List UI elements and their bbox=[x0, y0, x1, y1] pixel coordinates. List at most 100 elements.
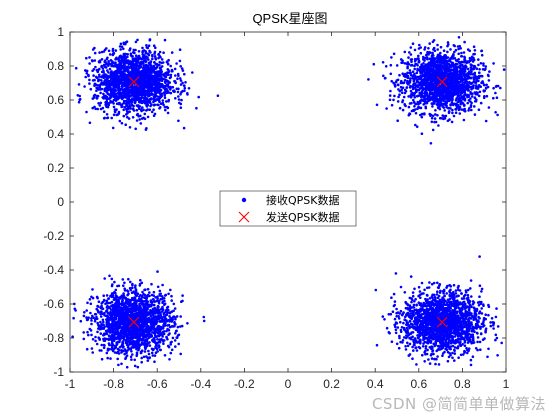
received-point bbox=[156, 308, 160, 312]
received-point bbox=[446, 41, 450, 44]
received-point bbox=[409, 85, 412, 88]
received-point bbox=[147, 349, 150, 353]
received-point bbox=[389, 89, 392, 93]
received-point bbox=[111, 126, 115, 130]
received-point bbox=[124, 123, 127, 126]
received-point bbox=[436, 74, 440, 78]
received-point bbox=[431, 83, 434, 87]
received-point bbox=[463, 103, 466, 107]
received-point bbox=[127, 102, 131, 105]
received-point bbox=[148, 38, 152, 41]
received-point bbox=[148, 63, 152, 66]
received-point bbox=[393, 83, 397, 86]
received-point bbox=[116, 78, 120, 81]
received-point bbox=[451, 98, 454, 102]
received-point bbox=[424, 85, 428, 88]
received-point bbox=[466, 67, 470, 71]
received-point bbox=[102, 294, 105, 298]
received-point bbox=[409, 71, 413, 75]
received-point bbox=[141, 53, 144, 56]
received-point bbox=[103, 59, 107, 62]
received-point bbox=[90, 322, 93, 326]
received-point bbox=[132, 48, 136, 52]
received-point bbox=[467, 99, 471, 102]
received-point bbox=[473, 113, 477, 116]
received-point bbox=[121, 278, 125, 281]
received-point bbox=[466, 94, 469, 98]
received-point bbox=[129, 74, 132, 77]
received-point bbox=[143, 324, 146, 328]
received-point bbox=[461, 85, 464, 89]
received-point bbox=[79, 319, 83, 323]
received-point bbox=[116, 347, 120, 351]
received-point bbox=[82, 337, 86, 341]
received-point bbox=[133, 286, 137, 289]
received-point bbox=[465, 65, 468, 69]
received-point bbox=[443, 97, 447, 101]
received-point bbox=[434, 109, 437, 112]
received-point bbox=[412, 79, 416, 83]
received-point bbox=[425, 64, 428, 67]
received-point bbox=[177, 119, 180, 123]
received-point bbox=[122, 78, 126, 82]
received-point bbox=[436, 56, 439, 60]
received-point bbox=[93, 46, 96, 50]
received-point bbox=[408, 51, 411, 54]
received-point bbox=[443, 109, 447, 112]
received-point bbox=[99, 310, 102, 314]
received-point bbox=[136, 292, 140, 296]
received-point bbox=[105, 299, 109, 303]
received-point bbox=[133, 358, 136, 362]
received-point bbox=[473, 91, 477, 94]
received-point bbox=[496, 113, 499, 117]
received-point bbox=[138, 304, 142, 308]
received-point bbox=[449, 103, 452, 107]
received-point bbox=[167, 70, 170, 74]
received-point bbox=[140, 360, 143, 364]
received-point bbox=[383, 77, 387, 80]
received-point bbox=[439, 51, 442, 55]
received-point bbox=[119, 48, 122, 51]
received-point bbox=[101, 67, 105, 70]
received-point bbox=[409, 64, 413, 67]
received-point bbox=[115, 113, 119, 117]
received-point bbox=[422, 87, 426, 91]
received-point bbox=[156, 98, 159, 101]
received-point bbox=[382, 74, 385, 78]
received-point bbox=[152, 76, 156, 80]
received-point bbox=[480, 53, 484, 57]
received-point bbox=[407, 105, 411, 109]
received-point bbox=[139, 57, 143, 61]
received-point bbox=[170, 348, 174, 352]
received-point bbox=[473, 52, 477, 56]
received-point bbox=[114, 108, 118, 112]
received-point bbox=[392, 52, 396, 56]
received-point bbox=[460, 67, 464, 71]
received-point bbox=[174, 97, 177, 100]
received-point bbox=[140, 341, 144, 345]
received-point bbox=[179, 106, 183, 109]
received-point bbox=[93, 78, 96, 82]
received-point bbox=[90, 333, 93, 337]
received-point bbox=[154, 296, 157, 299]
received-point bbox=[144, 312, 148, 315]
received-point bbox=[143, 288, 146, 292]
received-point bbox=[122, 59, 125, 62]
received-point bbox=[430, 116, 434, 120]
received-point bbox=[475, 84, 478, 87]
received-point bbox=[457, 36, 461, 39]
received-point bbox=[429, 81, 433, 84]
received-point bbox=[179, 93, 182, 96]
received-point bbox=[462, 51, 466, 54]
received-point bbox=[116, 69, 119, 72]
received-point bbox=[495, 96, 499, 99]
received-point bbox=[174, 317, 177, 321]
received-point bbox=[407, 56, 410, 59]
received-point bbox=[98, 51, 101, 54]
received-point bbox=[406, 82, 410, 86]
received-point bbox=[84, 69, 87, 72]
received-point bbox=[171, 85, 175, 89]
received-point bbox=[176, 77, 179, 80]
received-point bbox=[146, 108, 149, 111]
received-point bbox=[132, 73, 136, 76]
